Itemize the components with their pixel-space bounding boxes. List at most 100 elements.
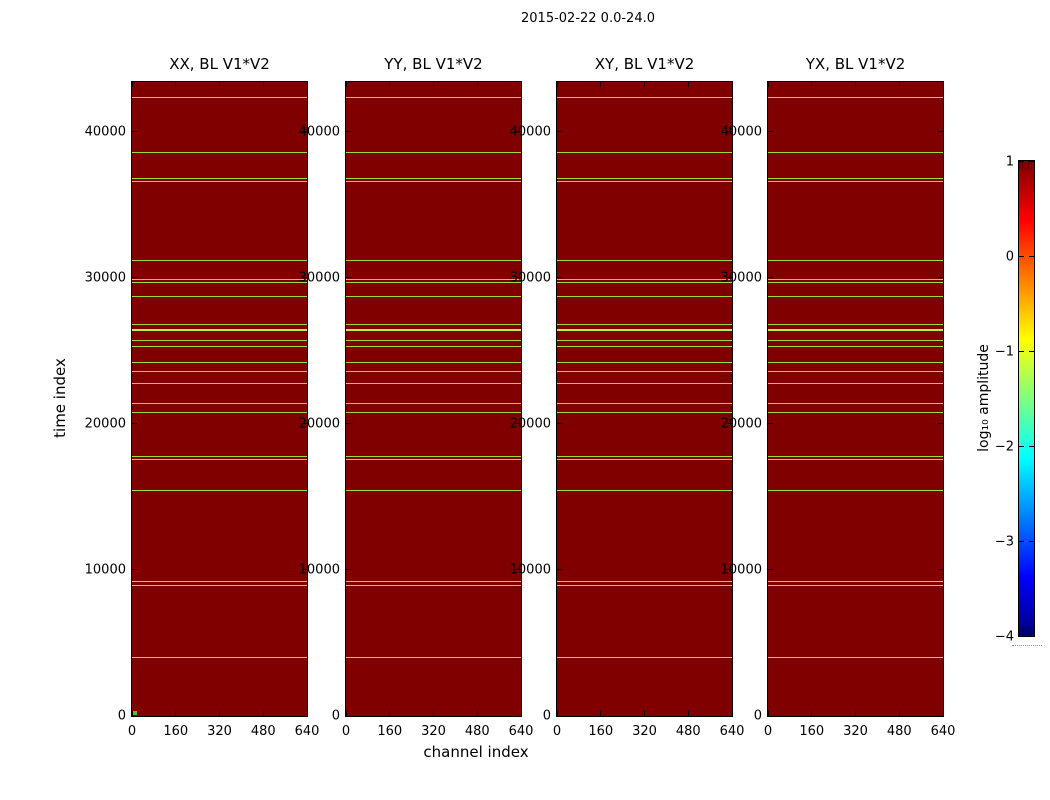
x-tick-mark (389, 82, 391, 87)
x-tick-mark (687, 82, 689, 87)
y-tick-label: 10000 (84, 562, 126, 578)
heatmap-panel-yx (767, 81, 944, 717)
y-tick-mark (557, 131, 562, 133)
panel-wrap-xy: XY, BL V1*V2 0 10000 20000 30000 40000 0 160 32… (510, 55, 745, 739)
y-tick-label: 40000 (720, 124, 762, 140)
x-tick-mark (433, 711, 434, 716)
flagged-row-line (768, 489, 943, 491)
colorbar-tick-label: −1 (994, 344, 1014, 360)
flagged-row-line (132, 323, 307, 325)
flagged-row-line (132, 340, 307, 342)
x-tick-mark (600, 82, 602, 87)
x-tick-label: 320 (632, 724, 657, 739)
flagged-row-line (132, 329, 307, 332)
heatmap-panel-xy (556, 81, 733, 717)
x-tick-mark (132, 711, 133, 716)
flagged-row-line (132, 382, 307, 384)
flagged-row-line (132, 402, 307, 404)
heatmap-panel-xx (131, 81, 308, 717)
colorbar-tick-label: −3 (994, 534, 1014, 550)
panel-title-xx: XX, BL V1*V2 (169, 55, 270, 73)
x-tick-mark (898, 82, 900, 87)
colorbar-tick-mark (1029, 255, 1034, 257)
y-tick-label: 20000 (720, 416, 762, 432)
flagged-row-line (768, 329, 943, 332)
colorbar-tick-mark (1019, 255, 1024, 257)
flagged-row-line (346, 458, 521, 460)
y-tick-label: 30000 (298, 270, 340, 286)
panel-wrap-yx: YX, BL V1*V2 0 10000 20000 30000 40000 0 160 32… (721, 55, 956, 739)
y-tick-mark (938, 715, 943, 716)
flagged-row-line (557, 97, 732, 99)
y-tick-label: 10000 (509, 562, 551, 578)
y-tick-mark (768, 277, 773, 279)
flagged-row-line (132, 362, 307, 363)
flagged-row-line (768, 278, 943, 280)
y-tick-label: 20000 (509, 416, 551, 432)
flagged-row-line (557, 181, 732, 183)
colorbar-tick-mark (1019, 445, 1024, 447)
colorbar-dotted-baseline (1012, 645, 1042, 646)
colorbar-label: log₁₀ amplitude (976, 344, 992, 452)
flagged-row-line (557, 581, 732, 582)
y-tick-label: 30000 (84, 270, 126, 286)
flagged-row-line (132, 489, 307, 491)
x-tick-label: 0 (763, 724, 773, 739)
x-tick-label: 480 (250, 724, 276, 739)
colorbar-tick-label: 0 (1005, 249, 1014, 265)
y-tick-mark (516, 423, 521, 425)
y-tick-mark (516, 569, 521, 571)
flagged-row-line (768, 584, 943, 586)
flagged-row-line (768, 362, 943, 363)
flagged-row-line (346, 346, 521, 348)
y-tick-label: 10000 (720, 562, 762, 578)
flagged-row-line (132, 458, 307, 460)
y-tick-mark (727, 131, 732, 133)
x-tick-mark (855, 711, 856, 716)
y-tick-label: 20000 (298, 416, 340, 432)
flagged-row-line (768, 340, 943, 342)
x-tick-mark (520, 82, 521, 87)
x-tick-mark (520, 711, 521, 716)
flagged-row-line (132, 97, 307, 99)
x-tick-label: 0 (552, 724, 562, 739)
y-tick-mark (727, 569, 732, 571)
y-tick-mark (768, 569, 773, 571)
y-tick-mark (302, 277, 307, 279)
y-tick-mark (132, 715, 137, 716)
x-tick-mark (476, 711, 478, 716)
x-tick-mark (768, 711, 769, 716)
heatmap-panel-yy (345, 81, 522, 717)
figure-title: 2015-02-22 0.0-24.0 (521, 11, 655, 26)
x-tick-mark (855, 82, 856, 87)
flagged-row-line (557, 370, 732, 372)
y-tick-mark (132, 131, 137, 133)
x-tick-mark (942, 711, 943, 716)
x-tick-mark (600, 711, 602, 716)
flagged-row-line (557, 278, 732, 280)
y-tick-mark (132, 569, 137, 571)
colorbar: 1 0 −1 −2 −3 −4 (995, 155, 1035, 645)
y-tick-mark (557, 423, 562, 425)
flagged-row-line (346, 370, 521, 372)
x-tick-label: 480 (464, 724, 490, 739)
flagged-row-line (346, 259, 521, 261)
flagged-row-line (132, 295, 307, 297)
flagged-row-line (768, 412, 943, 414)
flagged-row-line (132, 657, 307, 659)
flagged-row-line (346, 412, 521, 414)
panel-title-yy: YY, BL V1*V2 (384, 55, 483, 73)
y-tick-mark (557, 715, 562, 716)
colorbar-comb-bottom (1019, 627, 1034, 636)
flagged-row-line (132, 281, 307, 283)
y-tick-mark (302, 569, 307, 571)
flagged-row-line (557, 295, 732, 297)
y-tick-mark (938, 569, 943, 571)
x-tick-mark (811, 82, 813, 87)
x-tick-mark (346, 82, 347, 87)
x-tick-mark (557, 82, 558, 87)
y-tick-mark (557, 569, 562, 571)
x-tick-mark (644, 711, 645, 716)
x-tick-label: 160 (377, 724, 403, 739)
y-tick-mark (938, 423, 943, 425)
